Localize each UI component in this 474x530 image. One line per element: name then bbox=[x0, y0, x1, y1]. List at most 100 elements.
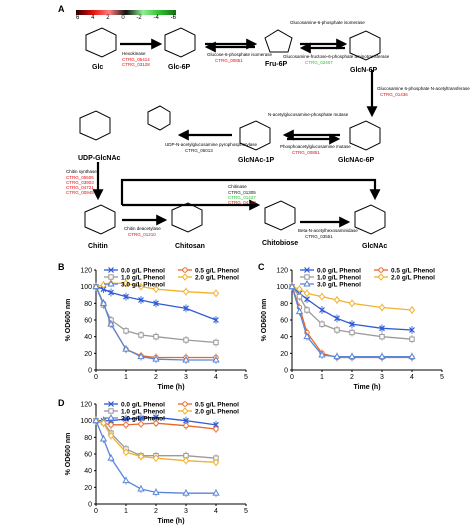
data-point bbox=[152, 488, 160, 495]
colorbar-tick: -6 bbox=[170, 15, 176, 21]
glcn6p-structure bbox=[349, 30, 381, 61]
data-point bbox=[304, 307, 310, 313]
gene-label: CTRG_02407 bbox=[305, 60, 333, 65]
pathway-diagram: Glc Glc-6P Fru-6P GlcN-6P GlcNAc-6P GlcN… bbox=[66, 20, 470, 250]
legend-item: 1.0 g/L Phenol bbox=[300, 274, 361, 282]
colorbar-tick: 0 bbox=[121, 15, 125, 21]
data-point bbox=[296, 293, 303, 300]
y-tick-label: 80 bbox=[280, 301, 288, 308]
data-point bbox=[408, 306, 416, 314]
metabolite-glc6p: Glc-6P bbox=[168, 64, 191, 71]
y-tick-label: 40 bbox=[84, 334, 92, 341]
colorbar-gradient bbox=[76, 10, 176, 15]
metabolite-udpglcnac: UDP-GlcNAc bbox=[78, 155, 121, 162]
data-point bbox=[303, 279, 311, 287]
data-point bbox=[378, 352, 386, 360]
data-point bbox=[212, 355, 220, 363]
y-tick-label: 20 bbox=[84, 485, 92, 492]
gene-label: CTRG_03903 bbox=[66, 180, 94, 185]
data-point bbox=[99, 434, 108, 442]
gene-label: CTRG_01210 bbox=[128, 232, 156, 237]
legend-item: 3.0 g/L Phenol bbox=[104, 413, 165, 423]
data-point bbox=[100, 286, 107, 293]
expression-colorbar: 6 4 2 0 -2 -4 -6 bbox=[76, 10, 176, 21]
data-point bbox=[100, 419, 107, 427]
chart-axes bbox=[95, 270, 246, 371]
gene-label: CTRG_04102 bbox=[228, 200, 256, 205]
y-tick-label: 120 bbox=[80, 268, 92, 275]
data-point bbox=[138, 415, 144, 422]
x-tick-label: 4 bbox=[214, 374, 218, 381]
data-point bbox=[153, 420, 159, 426]
data-point bbox=[304, 267, 310, 273]
legend-label: 2.0 g/L Phenol bbox=[195, 409, 239, 416]
legend-item: 0.0 g/L Phenol bbox=[300, 267, 361, 275]
data-point bbox=[409, 327, 415, 333]
data-point bbox=[107, 431, 115, 440]
enzyme-cht: Chitinase bbox=[228, 184, 247, 189]
glcnac6p-structure bbox=[349, 120, 381, 151]
enzyme-gna: Glucosamine 6-phosphate N-acetyltransfer… bbox=[377, 86, 470, 91]
data-point bbox=[212, 489, 220, 496]
x-axis-label: Time (h) bbox=[157, 384, 184, 391]
legend-label: 2.0 g/L Phenol bbox=[195, 275, 239, 282]
colorbar-tick: 6 bbox=[76, 15, 80, 21]
legend-item: 0.5 g/L Phenol bbox=[374, 267, 435, 275]
fru6p-structure bbox=[264, 29, 293, 53]
enzyme-uap: UDP-N-acetylglucosamine pyrophosphorylas… bbox=[165, 142, 258, 147]
data-point bbox=[182, 287, 190, 296]
data-point bbox=[92, 416, 100, 424]
data-point bbox=[183, 417, 189, 424]
y-tick-label: 40 bbox=[280, 334, 288, 341]
legend-label: 0.5 g/L Phenol bbox=[195, 268, 239, 275]
chitin-structure bbox=[84, 204, 116, 235]
metabolite-chitosan: Chitosan bbox=[175, 243, 205, 250]
udpglcnac-sugar-structure bbox=[79, 110, 111, 141]
legend-item: 0.5 g/L Phenol bbox=[178, 267, 239, 275]
data-point bbox=[296, 285, 303, 293]
data-point bbox=[319, 307, 325, 313]
y-tick-label: 20 bbox=[84, 351, 92, 358]
series-line bbox=[95, 420, 216, 494]
y-tick-label: 60 bbox=[280, 318, 288, 325]
y-tick-label: 60 bbox=[84, 452, 92, 459]
enzyme-hex: Beta-N-acetylhexosaminidase bbox=[298, 228, 358, 233]
y-axis-label: % OD600 nm bbox=[65, 299, 72, 342]
data-point bbox=[303, 289, 311, 298]
x-tick-label: 3 bbox=[380, 374, 384, 381]
data-point bbox=[213, 421, 219, 428]
colorbar-tick: -2 bbox=[136, 15, 142, 21]
enzyme-agm: N-acetylglucosamine-phosphate mutase bbox=[268, 112, 349, 117]
data-point bbox=[304, 296, 310, 303]
enzyme-g6pi: Glucose-6-phosphate isomerase bbox=[207, 52, 273, 57]
data-point bbox=[212, 458, 220, 467]
metabolite-glcnac: GlcNAc bbox=[362, 243, 387, 250]
x-tick-label: 1 bbox=[124, 508, 128, 515]
data-point bbox=[122, 279, 130, 288]
legend-label: 3.0 g/L Phenol bbox=[317, 282, 361, 289]
legend-item: 3.0 g/L Phenol bbox=[104, 279, 165, 289]
legend-label: 0.0 g/L Phenol bbox=[121, 402, 165, 409]
data-point bbox=[213, 426, 219, 432]
data-point bbox=[107, 320, 115, 327]
data-point bbox=[183, 337, 189, 343]
data-point bbox=[123, 293, 129, 300]
data-point bbox=[137, 452, 145, 461]
legend-item: 2.0 g/L Phenol bbox=[374, 273, 435, 282]
colorbar-tick: -4 bbox=[153, 15, 159, 21]
data-point bbox=[182, 401, 188, 407]
gene-label: CTRG_00945 bbox=[66, 190, 94, 195]
data-point bbox=[99, 299, 108, 306]
y-tick-label: 60 bbox=[84, 318, 92, 325]
gene-label: CTRG_01305 bbox=[228, 190, 256, 195]
glc-structure bbox=[85, 27, 117, 58]
metabolite-fru6p: Fru-6P bbox=[265, 61, 288, 68]
metabolite-chitobiose: Chitobiose bbox=[262, 240, 298, 247]
x-tick-label: 4 bbox=[214, 508, 218, 515]
gene-label: CTRG_05505 bbox=[66, 175, 94, 180]
data-point bbox=[182, 267, 188, 273]
data-point bbox=[333, 352, 341, 360]
x-axis-label: Time (h) bbox=[353, 384, 380, 391]
legend-item: 3.0 g/L Phenol bbox=[300, 279, 361, 289]
x-tick-label: 3 bbox=[184, 374, 188, 381]
